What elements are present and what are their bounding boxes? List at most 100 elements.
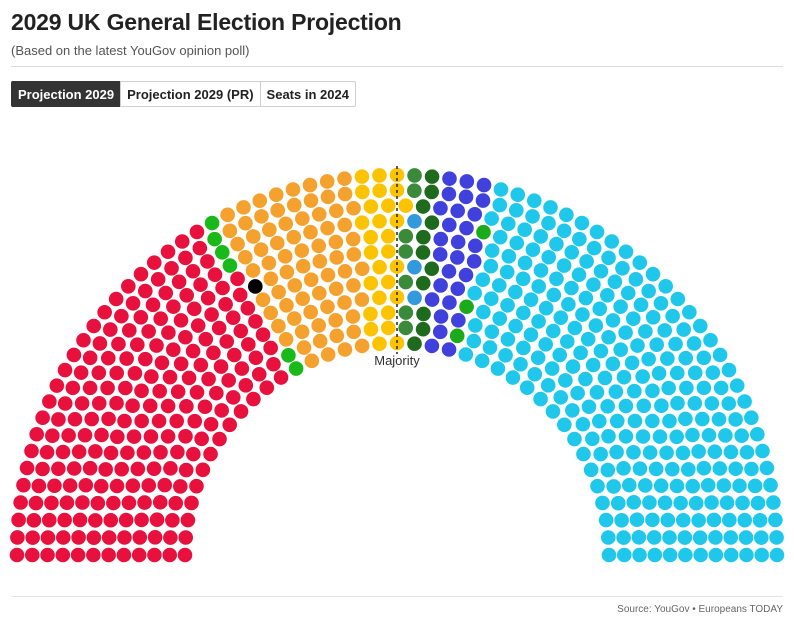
seat-dot (263, 340, 278, 356)
seat-dot (629, 512, 645, 527)
seat-dot (433, 309, 449, 324)
seat-dot (16, 477, 31, 493)
seat-dot (633, 297, 649, 313)
seat-dot (668, 336, 683, 352)
chart-title: 2029 UK General Election Projection (11, 9, 402, 35)
seat-dot (118, 380, 133, 396)
seat-dot (174, 234, 190, 249)
seat-dot (134, 383, 149, 399)
seat-dot (723, 530, 739, 545)
seat-dot (653, 296, 669, 311)
seat-dot (152, 383, 167, 399)
seat-dot (25, 530, 40, 545)
seat-dot (136, 445, 152, 460)
seat-dot (303, 224, 318, 240)
seat-dot (490, 361, 506, 376)
seat-dot (510, 187, 526, 202)
seat-dot (735, 495, 750, 511)
seat-dot (214, 403, 229, 418)
seat-dot (549, 271, 564, 287)
seat-dot (74, 396, 90, 411)
seat-dot (552, 347, 568, 363)
tab-seats-2024[interactable]: Seats in 2024 (259, 81, 356, 107)
seat-dot (268, 187, 284, 202)
seat-dot (579, 254, 594, 269)
seat-dot (626, 311, 641, 327)
seat-dot (320, 189, 336, 205)
seat-dot (553, 390, 569, 405)
seat-dot (204, 215, 220, 231)
seat-dot (170, 384, 186, 399)
seat-dot (737, 394, 752, 409)
seat-dot (125, 296, 141, 311)
seat-dot (523, 292, 539, 307)
seat-dot (682, 304, 697, 320)
seat-dot (687, 395, 703, 411)
seat-dot (35, 410, 50, 426)
seat-dot (618, 429, 634, 444)
seat-dot (13, 495, 28, 510)
seat-dot (195, 462, 211, 478)
header-divider (11, 66, 783, 67)
seat-dot (72, 512, 88, 528)
tab-projection-2029[interactable]: Projection 2029 (11, 81, 122, 107)
seat-dot (193, 277, 208, 292)
seat-dot (304, 353, 320, 369)
seat-dot (398, 228, 414, 244)
seat-dot (556, 223, 572, 239)
seat-dot (234, 361, 250, 376)
seat-dot (653, 478, 669, 494)
seat-dot (49, 378, 65, 393)
seat-dot (230, 271, 245, 287)
seat-dot (337, 217, 353, 233)
seat-dot (544, 361, 560, 376)
seat-dot (483, 258, 499, 274)
seat-dot (475, 272, 491, 287)
seat-dot (500, 297, 515, 313)
seat-dot (263, 271, 279, 287)
seat-dot (171, 274, 187, 290)
seat-dot (500, 331, 516, 347)
seat-dot (572, 231, 587, 247)
seat-dot (163, 530, 178, 545)
seat-dot (92, 336, 108, 351)
seat-dot (598, 512, 614, 528)
seat-dot (65, 380, 81, 396)
seat-dot (492, 197, 508, 213)
seat-dot (178, 462, 194, 478)
seat-dot (70, 547, 86, 563)
seat-dot (424, 169, 440, 184)
seat-dot (600, 399, 615, 414)
seat-dot (575, 416, 591, 432)
seat-dot (337, 186, 353, 202)
seat-dot (570, 385, 585, 401)
tab-projection-2029-pr[interactable]: Projection 2029 (PR) (120, 81, 261, 107)
seat-dot (166, 299, 181, 314)
seat-dot (466, 254, 482, 269)
seat-dot (287, 278, 303, 293)
seat-dot (192, 240, 208, 256)
seat-dot (51, 461, 66, 477)
seat-dot (665, 461, 680, 477)
seat-dot (125, 478, 141, 494)
seat-dot (415, 245, 431, 260)
seat-dot (160, 429, 176, 444)
seat-dot (675, 512, 691, 528)
seat-dot (186, 446, 201, 462)
seat-dot (180, 512, 196, 528)
seat-dot (589, 224, 605, 240)
seat-dot (103, 322, 118, 337)
seat-dot (593, 343, 609, 359)
seat-dot (647, 547, 663, 563)
seat-dot (346, 278, 361, 293)
seat-dot (638, 324, 653, 339)
seat-dot (372, 183, 387, 198)
seat-dot (147, 530, 163, 545)
seat-dot (173, 479, 188, 494)
seat-dot (449, 328, 465, 344)
seat-dot (614, 513, 629, 528)
seat-dot (162, 547, 178, 563)
seat-dot (675, 445, 691, 461)
seat-dot (398, 320, 414, 336)
seat-dot (583, 462, 599, 478)
